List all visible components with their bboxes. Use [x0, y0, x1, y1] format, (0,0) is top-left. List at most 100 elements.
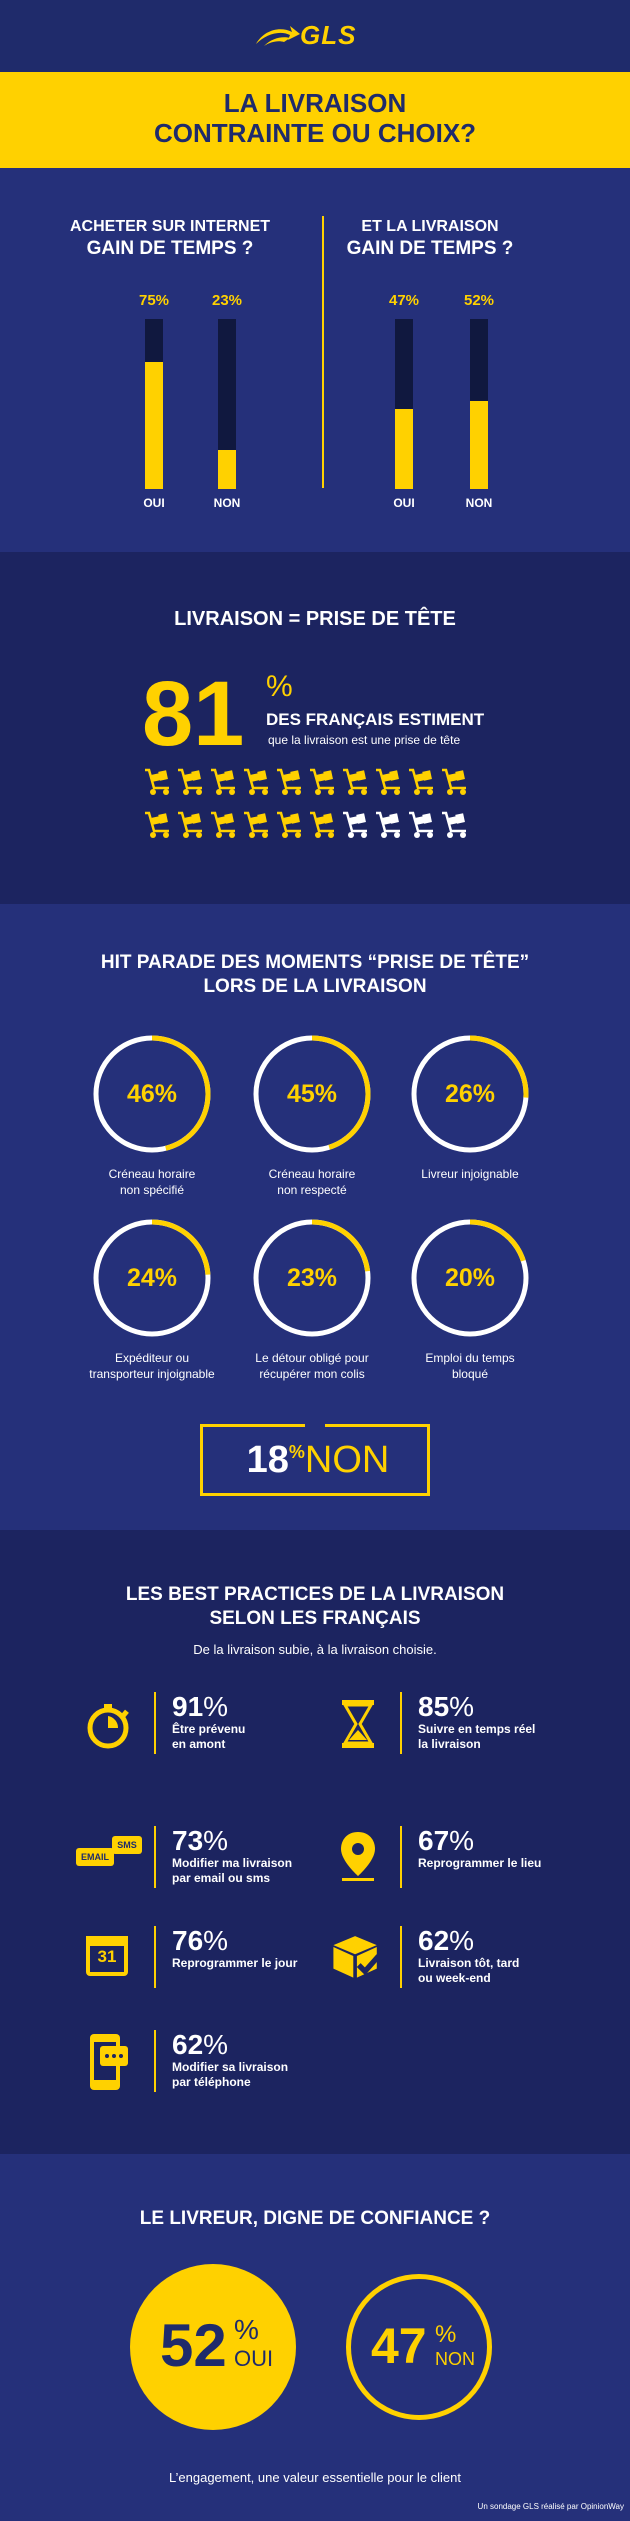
ring-icon [411, 1035, 529, 1153]
hand-truck-icon [310, 768, 334, 795]
yes-label: OUI [234, 2346, 274, 2371]
non-value: 18%NON [203, 1427, 433, 1493]
best-text: 91% Être prévenu en amont [172, 1692, 302, 1752]
best-pct-sign: % [449, 1691, 475, 1722]
email-sms-icon: EMAIL SMS [76, 1830, 146, 1886]
best-item [328, 1928, 384, 1989]
best-label1: Reprogrammer le jour [172, 1956, 298, 1970]
page-title-line1: LA LIVRAISON [223, 88, 407, 118]
left-question: ACHETER SUR INTERNET GAIN DE TEMPS ? [70, 216, 270, 260]
ring-label: Créneau horaire non spécifié [72, 1166, 232, 1198]
non-box-notch [305, 1417, 325, 1427]
best-separator [400, 1926, 402, 1988]
best-pct: 73% [172, 1826, 302, 1856]
best-label2: par téléphone [172, 2075, 251, 2089]
calendar-header [86, 1936, 128, 1946]
page-title-line2: CONTRAINTE OU CHOIX? [153, 118, 477, 148]
headache-title: LIVRAISON = PRISE DE TÊTE [174, 608, 456, 630]
bar-label: NON [213, 496, 241, 510]
best-pct-number: 62 [418, 1925, 450, 1956]
yes-circle: 52 % OUI [130, 2264, 296, 2430]
ring-percent: 45% [286, 1080, 338, 1108]
best-pct: 67% [418, 1826, 548, 1856]
ring-label-line1: Créneau horaire [108, 1167, 196, 1181]
hand-truck-icon [244, 811, 268, 838]
best-subtitle: De la livraison subie, à la livraison ch… [193, 1642, 437, 1657]
bar-label: OUI [393, 496, 415, 510]
best-title-line2: SELON LES FRANÇAIS [209, 1608, 421, 1629]
hand-truck-icon [211, 768, 235, 795]
hitparade-title-line1: HIT PARADE DES MOMENTS “PRISE DE TÊTE” [100, 952, 530, 973]
location-pin-icon [341, 1832, 375, 1881]
trolley-icon-grid [142, 766, 492, 852]
ring-label-line2: récupérer mon colis [259, 1367, 365, 1381]
best-label1: Être prévenu [172, 1722, 246, 1736]
best-separator [400, 1692, 402, 1754]
right-question: ET LA LIVRAISON GAIN DE TEMPS ? [330, 216, 530, 260]
best-item [330, 1828, 386, 1889]
bar-track [395, 319, 413, 489]
ring-chart: 20% [410, 1218, 530, 1338]
ring-label-line1: Le détour obligé pour [255, 1351, 369, 1365]
gls-logo: GLS [300, 20, 357, 50]
ring-label: Livreur injoignable [390, 1166, 550, 1182]
best-item [80, 1696, 136, 1757]
hand-truck-icon [376, 811, 400, 838]
hand-truck-icon [310, 811, 334, 838]
hand-truck-icon [277, 768, 301, 795]
right-question-line1: ET LA LIVRAISON [361, 218, 499, 235]
ring-icon [93, 1219, 211, 1337]
best-item [330, 1696, 386, 1757]
bar-fill [145, 361, 163, 489]
hand-truck-icon [244, 768, 268, 795]
best-title-line1: LES BEST PRACTICES DE LA LIVRAISON [125, 1584, 505, 1605]
bar-fill [470, 400, 488, 489]
headache-line2: que la livraison est une prise de tête [268, 733, 461, 747]
ring-label-line1: Expéditeur ou [114, 1351, 190, 1365]
right-question-line2: GAIN DE TEMPS ? [346, 238, 514, 259]
non-text: NON [304, 1439, 390, 1481]
calendar-day: 31 [97, 1947, 117, 1966]
ring-label-line1: Emploi du temps [425, 1351, 515, 1365]
best-pct: 62% [172, 2030, 302, 2060]
no-percent: % [435, 2321, 457, 2348]
ring-label-line2: bloqué [451, 1367, 489, 1381]
hourglass-icon [342, 1700, 374, 1748]
best-text: 67% Reprogrammer le lieu [418, 1826, 548, 1871]
best-practices-section: LES BEST PRACTICES DE LA LIVRAISON SELON… [0, 1530, 630, 2154]
ring-percent: 20% [444, 1264, 496, 1292]
ring-label: Créneau horaire non respecté [232, 1166, 392, 1198]
title-banner: LA LIVRAISON CONTRAINTE OU CHOIX? [0, 72, 630, 168]
best-label1: Reprogrammer le lieu [418, 1856, 542, 1870]
hand-truck-icon [178, 811, 202, 838]
ring-chart: 45% [252, 1034, 372, 1154]
ring-label-line1: Livreur injoignable [421, 1167, 519, 1181]
no-label: NON [435, 2349, 475, 2369]
ring-percent: 23% [286, 1264, 338, 1292]
hand-truck-icon [343, 811, 367, 838]
survey-credit: Un sondage GLS réalisé par OpinionWay [477, 2502, 624, 2511]
bar-track [218, 319, 236, 489]
no-circle: 47 % NON [346, 2274, 492, 2420]
best-pct-number: 73 [172, 1825, 204, 1856]
best-text: 62% Livraison tôt, tard ou week-end [418, 1926, 548, 1986]
bar-pct-label: 23% [211, 292, 243, 309]
hand-truck-icon [343, 768, 367, 795]
no-number: 47 [371, 2318, 427, 2374]
non-percent: % [288, 1442, 305, 1462]
ring-chart: 26% [410, 1034, 530, 1154]
left-question-line1: ACHETER SUR INTERNET [70, 218, 271, 235]
best-separator [154, 1926, 156, 1988]
calendar-icon: 31 [82, 1930, 132, 1980]
ring-label: Le détour obligé pour récupérer mon colis [232, 1350, 392, 1382]
headache-number: 81 [142, 663, 245, 765]
trust-footer: L’engagement, une valeur essentielle pou… [169, 2470, 461, 2485]
best-text: 76% Reprogrammer le jour [172, 1926, 302, 1971]
best-separator [154, 1692, 156, 1754]
best-pct-number: 76 [172, 1925, 204, 1956]
hand-truck-icon [409, 768, 433, 795]
best-label2: par email ou sms [172, 1871, 271, 1885]
left-question-line2: GAIN DE TEMPS ? [86, 238, 254, 259]
ring-label-line2: non spécifié [119, 1183, 185, 1197]
bar-track [470, 319, 488, 489]
